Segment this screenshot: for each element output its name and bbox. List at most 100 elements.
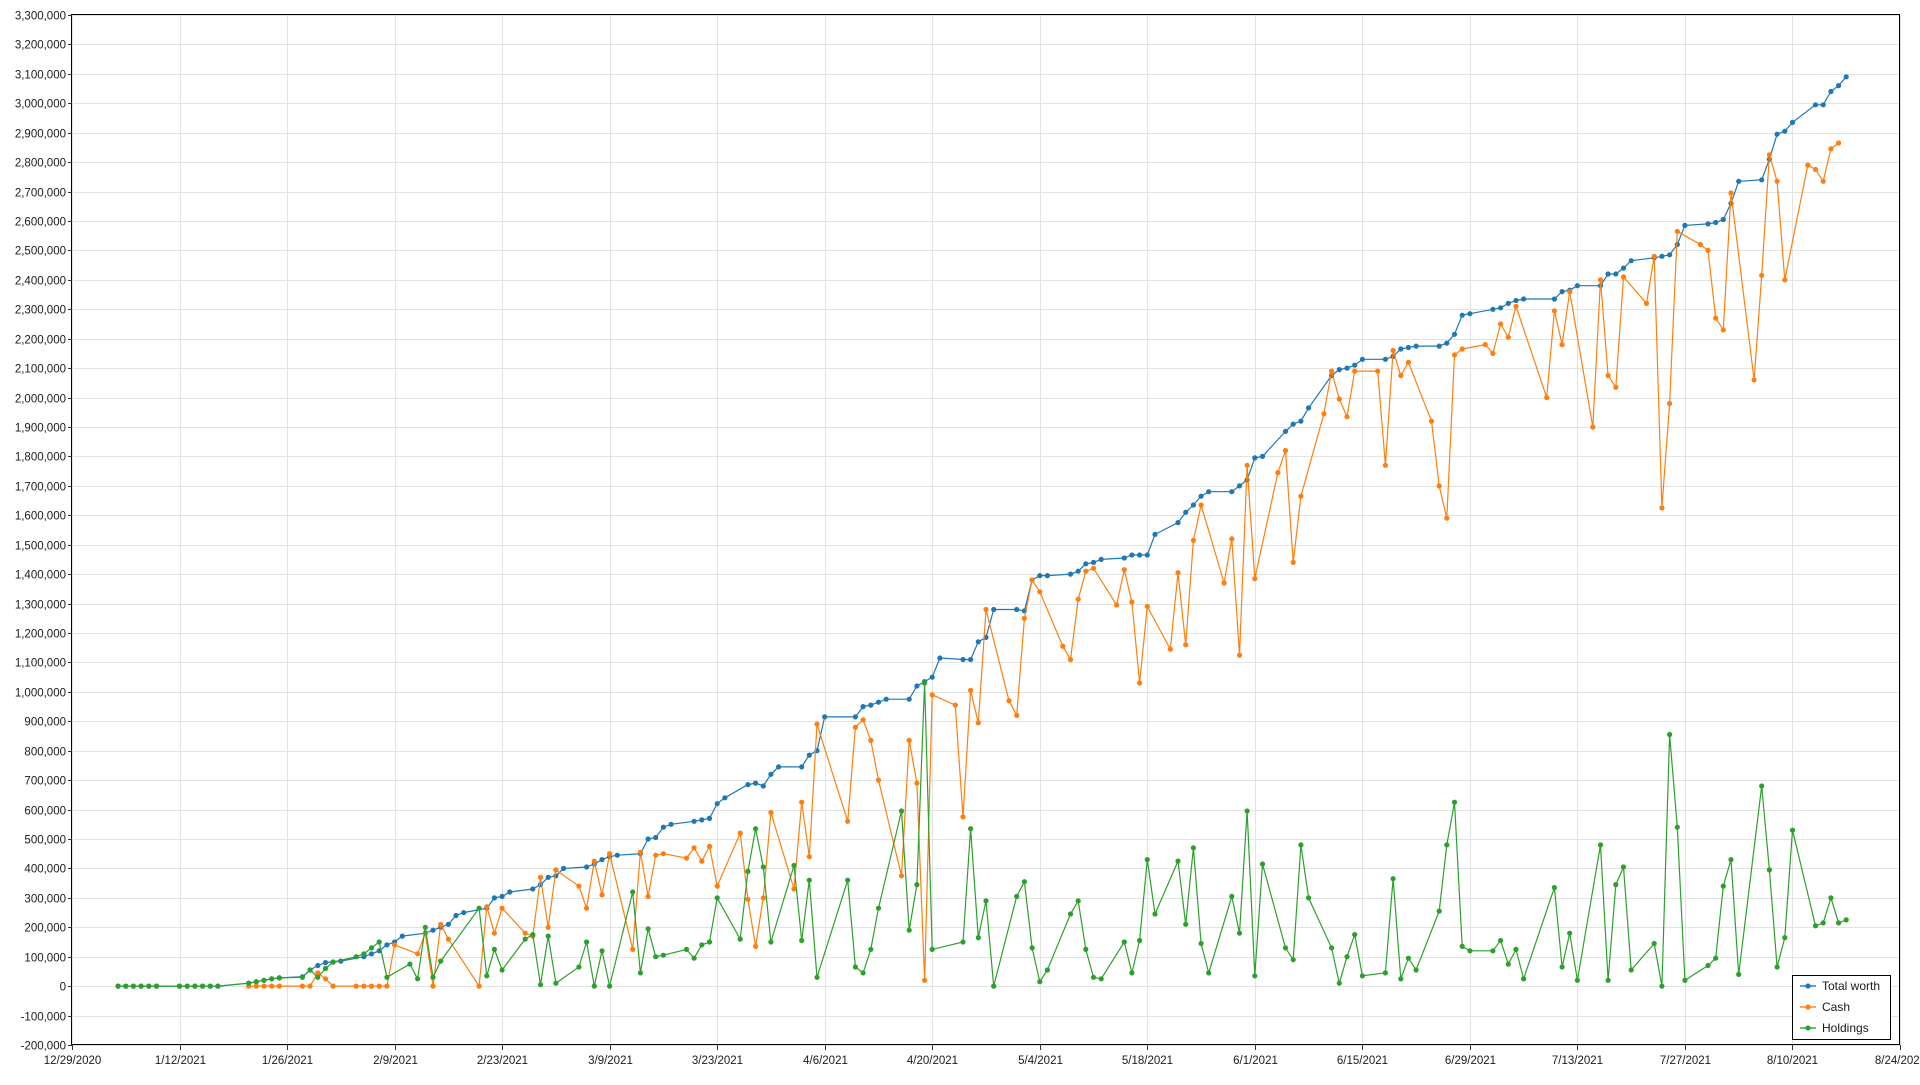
data-point-holdings <box>1467 948 1473 954</box>
data-point-cash <box>1252 576 1258 582</box>
data-point-total-worth <box>660 824 667 830</box>
data-point-cash <box>860 717 866 723</box>
data-point-total-worth <box>768 771 774 777</box>
data-point-cash <box>1321 411 1327 417</box>
data-point-cash <box>1551 308 1557 314</box>
data-point-holdings <box>261 977 267 983</box>
data-point-total-worth <box>1782 128 1788 134</box>
data-point-cash <box>1375 368 1381 374</box>
data-point-holdings <box>537 982 544 988</box>
data-point-cash <box>438 921 444 927</box>
data-point-holdings <box>691 955 697 961</box>
data-point-cash <box>1198 502 1204 508</box>
y-tick-label: 2,900,000 <box>15 129 66 141</box>
y-tick-label: 2,000,000 <box>15 394 66 406</box>
x-tick-label: 6/29/2021 <box>1445 1055 1496 1067</box>
y-tick-label: 3,200,000 <box>15 40 66 52</box>
data-point-cash <box>584 905 590 911</box>
data-point-total-worth <box>1083 561 1089 567</box>
data-point-cash <box>975 720 981 726</box>
x-tick-label: 6/15/2021 <box>1337 1055 1388 1067</box>
data-point-holdings <box>1336 980 1342 986</box>
data-point-holdings <box>153 983 160 989</box>
data-point-holdings <box>192 983 198 989</box>
data-point-cash <box>653 852 659 858</box>
data-point-cash <box>330 983 336 989</box>
data-point-cash <box>1812 166 1819 173</box>
data-point-cash <box>276 983 282 989</box>
y-tick-label: 1,200,000 <box>15 629 66 641</box>
y-tick-label: 1,400,000 <box>15 570 66 582</box>
data-point-total-worth <box>1444 340 1450 346</box>
data-point-holdings <box>1628 967 1634 973</box>
data-point-total-worth <box>852 714 859 720</box>
data-point-holdings <box>1843 917 1849 923</box>
data-point-total-worth <box>1152 531 1158 538</box>
data-point-cash <box>1190 537 1196 543</box>
data-point-total-worth <box>1290 421 1296 427</box>
data-point-cash <box>576 883 582 889</box>
data-point-holdings <box>975 935 981 941</box>
data-point-total-worth <box>384 942 390 948</box>
data-point-cash <box>299 983 305 989</box>
data-point-total-worth <box>1236 483 1243 489</box>
data-point-cash <box>983 606 989 613</box>
data-point-holdings <box>1259 861 1266 867</box>
data-point-total-worth <box>960 656 966 663</box>
data-point-cash <box>415 951 421 957</box>
data-point-holdings <box>929 946 935 953</box>
data-point-cash <box>1006 698 1012 704</box>
data-point-cash <box>1674 228 1680 234</box>
data-point-holdings <box>1067 911 1074 917</box>
data-point-cash <box>384 983 390 989</box>
data-point-holdings <box>898 808 905 814</box>
y-tick-label: 0 <box>60 982 66 994</box>
data-point-total-worth <box>1759 177 1765 183</box>
series-line-total-worth <box>118 76 1847 987</box>
data-point-cash <box>1083 568 1089 574</box>
data-point-cash <box>1567 289 1573 295</box>
data-point-holdings <box>353 954 359 960</box>
data-point-holdings <box>1144 857 1150 863</box>
data-point-cash <box>1114 602 1120 608</box>
data-point-cash <box>445 936 451 942</box>
data-point-total-worth <box>745 782 751 788</box>
data-point-cash <box>1390 347 1396 354</box>
data-point-holdings <box>875 905 882 911</box>
data-point-total-worth <box>1659 253 1665 259</box>
data-point-cash <box>1728 190 1734 196</box>
data-point-holdings <box>115 983 121 989</box>
data-point-holdings <box>1090 974 1097 980</box>
data-point-holdings <box>960 939 966 945</box>
data-point-holdings <box>922 680 928 686</box>
legend: Total worth Cash Holdings <box>1792 975 1891 1040</box>
data-point-cash <box>368 983 375 989</box>
data-point-holdings <box>1674 824 1680 830</box>
data-point-holdings <box>1037 979 1043 985</box>
data-point-cash <box>1613 384 1619 390</box>
data-point-holdings <box>246 980 252 986</box>
data-point-holdings <box>1782 935 1788 941</box>
data-point-total-worth <box>545 874 551 880</box>
data-point-holdings <box>1682 977 1688 983</box>
data-point-holdings <box>1513 946 1519 953</box>
data-point-holdings <box>269 976 275 982</box>
data-point-cash <box>322 976 329 982</box>
data-point-holdings <box>1505 961 1511 967</box>
data-point-holdings <box>1098 976 1104 982</box>
data-point-cash <box>1751 377 1757 383</box>
data-point-cash <box>1290 559 1296 566</box>
data-point-total-worth <box>491 895 497 901</box>
y-tick-label: 1,300,000 <box>15 600 66 612</box>
data-point-cash <box>1090 565 1097 571</box>
data-point-holdings <box>1720 883 1726 889</box>
data-point-cash <box>376 983 382 989</box>
data-point-cash <box>753 943 759 950</box>
data-point-cash <box>1782 277 1788 283</box>
data-point-cash <box>476 983 482 989</box>
data-point-cash <box>814 721 820 727</box>
data-point-holdings <box>1198 940 1204 947</box>
data-point-total-worth <box>1075 568 1081 574</box>
data-point-holdings <box>1490 948 1496 954</box>
data-point-cash <box>1713 315 1719 321</box>
